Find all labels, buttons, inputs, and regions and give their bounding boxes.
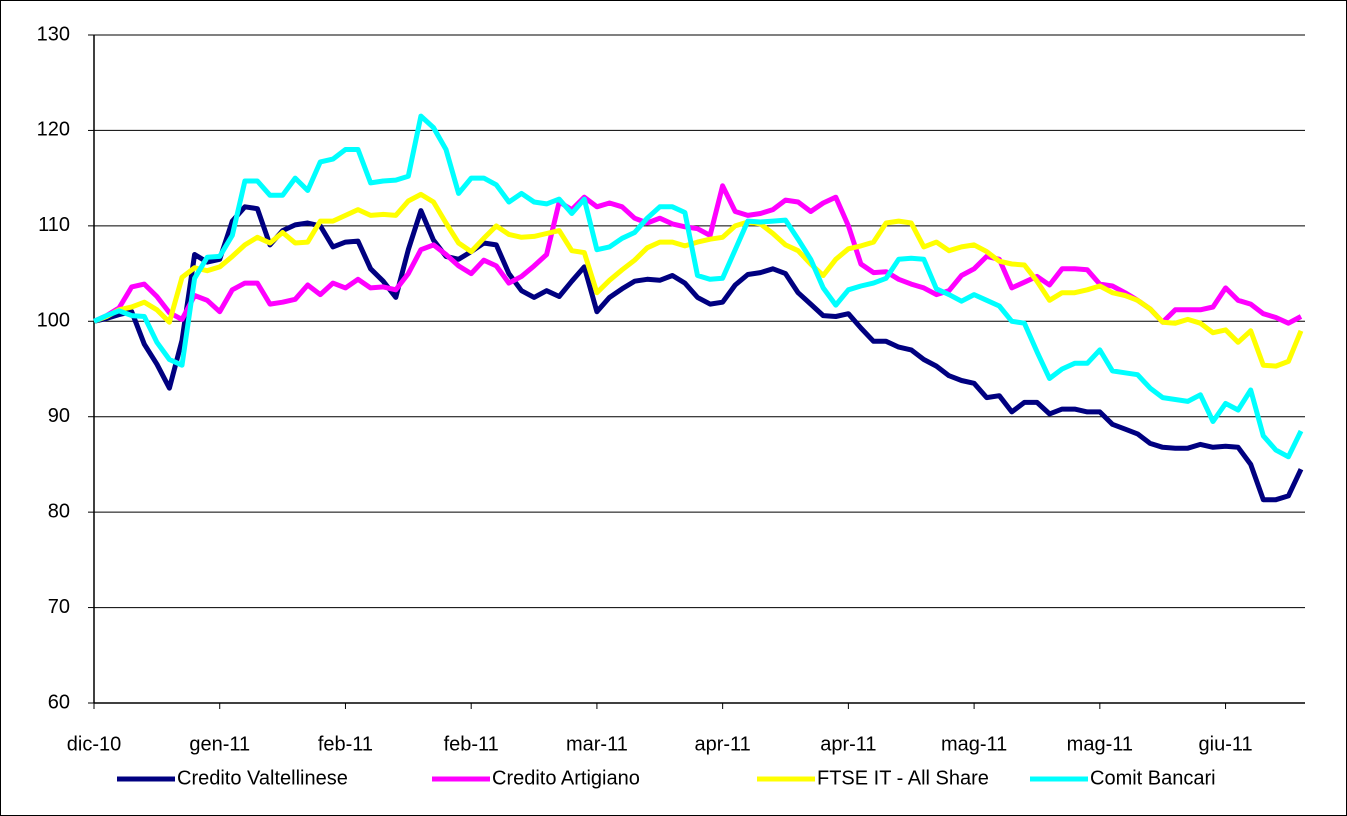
y-tick-label: 80 — [48, 500, 70, 522]
x-tick-label: apr-11 — [694, 733, 750, 755]
legend-label: Credito Artigiano — [492, 767, 640, 789]
x-tick-label: gen-11 — [189, 733, 250, 755]
x-tick-label: apr-11 — [820, 733, 876, 755]
legend-label: FTSE IT - All Share — [817, 767, 989, 789]
x-tick-label: feb-11 — [318, 733, 373, 755]
x-tick-label: feb-11 — [444, 733, 499, 755]
y-tick-label: 130 — [37, 23, 70, 45]
x-tick-label: giu-11 — [1199, 733, 1253, 755]
y-tick-label: 70 — [48, 596, 70, 618]
y-tick-label: 60 — [48, 691, 70, 713]
series-line — [92, 113, 1304, 460]
legend-label: Comit Bancari — [1090, 767, 1216, 789]
series-line — [93, 191, 1304, 369]
y-tick-label: 120 — [37, 119, 70, 141]
series-line — [93, 204, 1304, 503]
y-tick-label: 90 — [48, 405, 70, 427]
x-tick-label: dic-10 — [67, 733, 121, 755]
legend-label: Credito Valtellinese — [177, 767, 348, 789]
x-tick-label: mag-11 — [941, 733, 1007, 755]
y-tick-label: 110 — [38, 214, 70, 236]
x-tick-label: mar-11 — [566, 733, 628, 755]
x-tick-label: mag-11 — [1067, 733, 1133, 755]
y-tick-label: 100 — [37, 310, 70, 332]
